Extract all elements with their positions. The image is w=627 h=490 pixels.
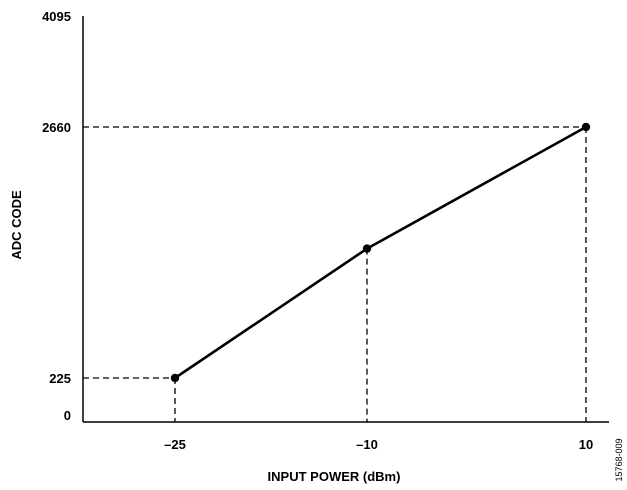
data-point bbox=[581, 122, 591, 132]
x-tick-label: 10 bbox=[579, 437, 593, 452]
figure-id: 15768-009 bbox=[614, 438, 624, 481]
series-line bbox=[174, 125, 587, 380]
axes bbox=[82, 16, 609, 423]
y-axis-title: ADC CODE bbox=[9, 190, 24, 260]
x-tick-label: –25 bbox=[164, 437, 186, 452]
x-axis-title: INPUT POWER (dBm) bbox=[268, 469, 401, 484]
y-tick-label: 0 bbox=[64, 408, 71, 423]
y-tick-label: 4095 bbox=[42, 9, 71, 24]
x-tick-label: –10 bbox=[356, 437, 378, 452]
guide-lines bbox=[83, 126, 587, 422]
tick-labels: 0 225 2660 4095 –25 –10 10 bbox=[42, 9, 593, 452]
data-series bbox=[170, 122, 591, 383]
y-tick-label: 225 bbox=[49, 371, 71, 386]
data-point bbox=[170, 373, 180, 383]
y-tick-label: 2660 bbox=[42, 120, 71, 135]
data-point bbox=[362, 244, 372, 253]
